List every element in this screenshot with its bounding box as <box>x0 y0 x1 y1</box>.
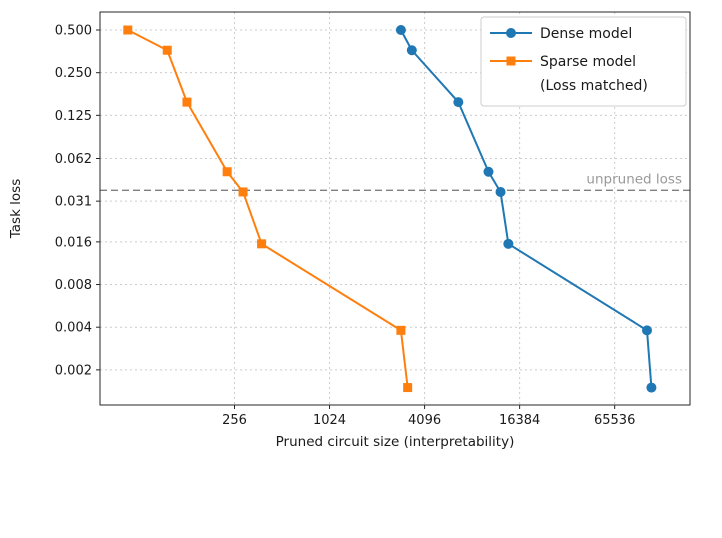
data-point-marker <box>222 167 232 177</box>
y-tick-label: 0.125 <box>55 109 92 124</box>
y-tick-label: 0.004 <box>55 321 92 336</box>
y-tick-label: 0.008 <box>55 278 92 293</box>
legend-label: (Loss matched) <box>540 78 648 94</box>
legend-box <box>480 16 687 107</box>
y-tick-label: 0.016 <box>55 235 92 250</box>
x-axis-label: Pruned circuit size (interpretability) <box>276 434 515 450</box>
legend-marker <box>506 28 516 38</box>
axes: 256 1024 4096 16384 65536 0.500 0.250 0.125 0.06… <box>8 11 691 450</box>
data-point-marker <box>238 187 248 197</box>
data-point-marker <box>162 45 172 55</box>
series-line <box>126 29 409 389</box>
data-point-marker <box>406 45 417 56</box>
data-point-marker <box>257 239 267 249</box>
legend-label: Dense model <box>540 26 632 42</box>
plot-border <box>99 11 691 406</box>
task-loss-vs-circuit-size-chart: unpruned loss 256 1024 4096 16384 65536 0.500 0… <box>8 11 691 450</box>
data-point-marker <box>403 383 413 393</box>
x-tick-label: 16384 <box>499 413 540 428</box>
data-point-marker <box>646 382 657 393</box>
x-tick-label: 4096 <box>408 413 441 428</box>
data-point-marker <box>495 186 506 197</box>
data-point-marker <box>123 25 133 35</box>
data-point-marker <box>396 325 406 335</box>
x-tick-label: 1024 <box>313 413 346 428</box>
data-point-marker <box>483 166 494 177</box>
y-tick-label: 0.500 <box>55 24 92 39</box>
data-point-marker <box>453 97 464 108</box>
series-sparse-model-loss-matched- <box>123 25 413 393</box>
data-point-marker <box>503 238 514 249</box>
y-tick-label: 0.002 <box>55 363 92 378</box>
series-dense-model <box>395 25 657 393</box>
x-tick-label: 65536 <box>594 413 635 428</box>
data-point-marker <box>641 325 652 336</box>
data-point-marker <box>182 97 192 107</box>
legend-marker <box>506 56 516 66</box>
legend-label: Sparse model <box>540 54 636 70</box>
x-tick-label: 256 <box>222 413 247 428</box>
y-tick-label: 0.031 <box>55 195 92 210</box>
unpruned-loss-label: unpruned loss <box>586 171 682 187</box>
y-axis-label: Task loss <box>8 179 24 240</box>
data-point-marker <box>395 25 406 36</box>
legend: Dense model Sparse model (Loss matched) <box>480 16 687 107</box>
y-tick-label: 0.062 <box>55 152 92 167</box>
series-line <box>399 29 653 389</box>
y-tick-label: 0.250 <box>55 66 92 81</box>
